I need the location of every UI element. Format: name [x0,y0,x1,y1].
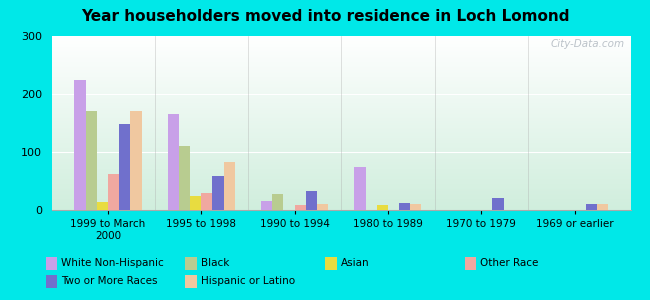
Bar [202,193,213,210]
Bar [410,204,421,210]
Bar [586,204,597,210]
Text: Year householders moved into residence in Loch Lomond: Year householders moved into residence i… [81,9,569,24]
Bar [108,174,119,210]
Bar [86,111,97,210]
Bar [377,206,388,210]
Text: Two or More Races: Two or More Races [61,276,157,286]
Bar [261,201,272,210]
Bar [190,196,202,210]
Bar [317,204,328,210]
Text: White Non-Hispanic: White Non-Hispanic [61,258,164,268]
Bar [168,114,179,210]
Text: Other Race: Other Race [480,258,539,268]
Bar [131,111,142,210]
Text: Asian: Asian [341,258,369,268]
Text: Black: Black [201,258,229,268]
Bar [97,202,108,210]
Bar [294,206,305,210]
Bar [224,162,235,210]
Bar [272,194,283,210]
Bar [74,80,86,210]
Text: Hispanic or Latino: Hispanic or Latino [201,276,295,286]
Bar [399,203,410,210]
Bar [306,191,317,210]
Bar [597,204,608,210]
Text: City-Data.com: City-Data.com [551,40,625,50]
Bar [493,198,504,210]
Bar [179,146,190,210]
Bar [354,167,365,210]
Bar [119,124,131,210]
Bar [213,176,224,210]
